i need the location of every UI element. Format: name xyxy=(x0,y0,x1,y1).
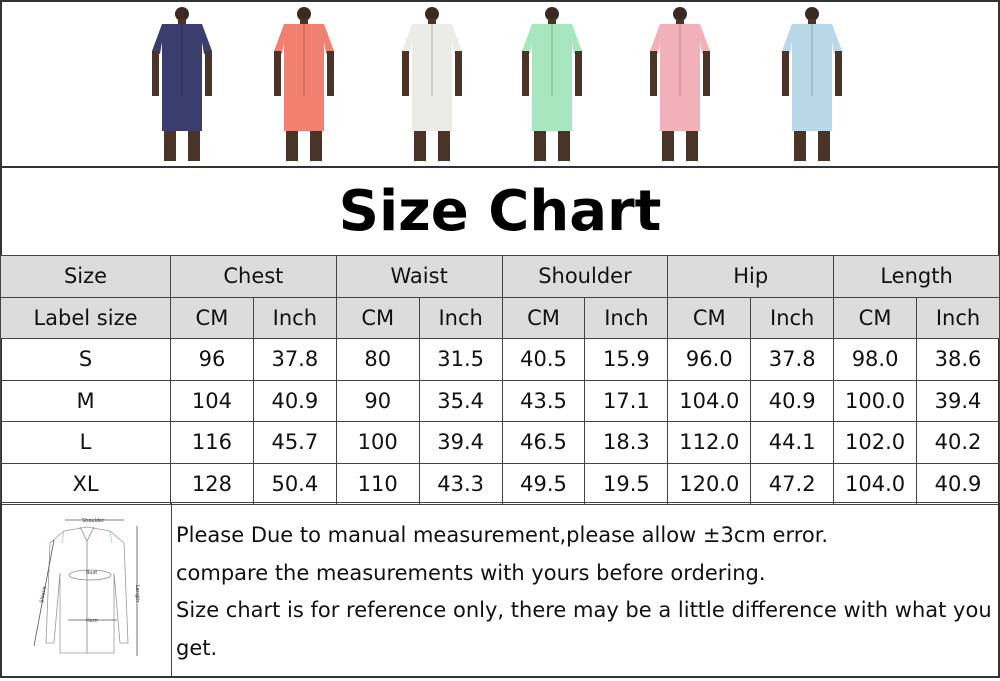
value-cell: 120.0 xyxy=(667,462,752,505)
value-cell: 96.0 xyxy=(667,338,752,381)
value-cell: 98.0 xyxy=(833,338,918,381)
label-size-header: Label size xyxy=(0,296,171,339)
value-cell: 80 xyxy=(335,338,420,381)
size-cell: XL xyxy=(0,462,171,505)
cm-header: CM xyxy=(335,296,420,339)
page-title: Size Chart xyxy=(338,179,662,244)
value-cell: 15.9 xyxy=(584,338,669,381)
length-label: Length xyxy=(134,585,140,602)
value-cell: 46.5 xyxy=(501,421,586,464)
sleeve-label: Sleeve xyxy=(39,586,48,604)
size-header: Size xyxy=(0,255,171,298)
shoulder-header: Shoulder xyxy=(501,255,669,298)
header-row: Size Chest Waist Shoulder Hip Length xyxy=(0,255,1000,298)
inch-header: Inch xyxy=(252,296,337,339)
value-cell: 35.4 xyxy=(418,379,503,422)
value-cell: 50.4 xyxy=(252,462,337,505)
size-cell: S xyxy=(0,338,171,381)
value-cell: 45.7 xyxy=(252,421,337,464)
notes-section: Shoulder Bust Hem Sleeve Length Please D… xyxy=(0,502,1000,678)
model-photo xyxy=(264,6,344,166)
value-cell: 44.1 xyxy=(750,421,835,464)
value-cell: 90 xyxy=(335,379,420,422)
value-cell: 100 xyxy=(335,421,420,464)
value-cell: 96 xyxy=(170,338,254,381)
value-cell: 128 xyxy=(170,462,254,505)
table-row: M 104 40.9 90 35.4 43.5 17.1 104.0 40.9 100.0 39.4 xyxy=(0,379,1000,422)
value-cell: 40.5 xyxy=(501,338,586,381)
model-photo xyxy=(142,6,222,166)
model-photos xyxy=(2,2,998,168)
value-cell: 18.3 xyxy=(584,421,669,464)
value-cell: 37.8 xyxy=(750,338,835,381)
size-cell: M xyxy=(0,379,171,422)
value-cell: 40.9 xyxy=(252,379,337,422)
value-cell: 110 xyxy=(335,462,420,505)
value-cell: 31.5 xyxy=(418,338,503,381)
hip-header: Hip xyxy=(667,255,835,298)
value-cell: 112.0 xyxy=(667,421,752,464)
cm-header: CM xyxy=(501,296,586,339)
table-row: S 96 37.8 80 31.5 40.5 15.9 96.0 37.8 98.0 38.6 xyxy=(0,338,1000,381)
size-table: Size Chest Waist Shoulder Hip Length Lab… xyxy=(0,255,1000,505)
inch-header: Inch xyxy=(750,296,835,339)
inch-header: Inch xyxy=(584,296,669,339)
value-cell: 49.5 xyxy=(501,462,586,505)
value-cell: 104.0 xyxy=(833,462,918,505)
value-cell: 100.0 xyxy=(833,379,918,422)
bust-label: Bust xyxy=(86,570,97,576)
value-cell: 40.2 xyxy=(916,421,1000,464)
model-photo xyxy=(640,6,720,166)
model-photo xyxy=(772,6,852,166)
note-line: Please Due to manual measurement,please … xyxy=(176,523,829,547)
notes-text: Please Due to manual measurement,please … xyxy=(176,517,996,667)
cm-header: CM xyxy=(170,296,254,339)
table-row: L 116 45.7 100 39.4 46.5 18.3 112.0 44.1 102.0 40.… xyxy=(0,421,1000,464)
value-cell: 40.9 xyxy=(916,462,1000,505)
table-row: XL 128 50.4 110 43.3 49.5 19.5 120.0 47.2 104.0 40… xyxy=(0,462,1000,505)
value-cell: 47.2 xyxy=(750,462,835,505)
value-cell: 116 xyxy=(170,421,254,464)
inch-header: Inch xyxy=(916,296,1000,339)
value-cell: 19.5 xyxy=(584,462,669,505)
value-cell: 43.3 xyxy=(418,462,503,505)
value-cell: 39.4 xyxy=(916,379,1000,422)
waist-header: Waist xyxy=(335,255,503,298)
value-cell: 38.6 xyxy=(916,338,1000,381)
value-cell: 102.0 xyxy=(833,421,918,464)
shirt-measurement-diagram: Shoulder Bust Hem Sleeve Length xyxy=(2,503,172,677)
cm-header: CM xyxy=(833,296,918,339)
value-cell: 40.9 xyxy=(750,379,835,422)
note-line: Size chart is for reference only, there … xyxy=(176,598,992,622)
value-cell: 43.5 xyxy=(501,379,586,422)
chest-header: Chest xyxy=(170,255,337,298)
shoulder-label: Shoulder xyxy=(82,518,105,524)
value-cell: 104.0 xyxy=(667,379,752,422)
length-header: Length xyxy=(833,255,1000,298)
value-cell: 17.1 xyxy=(584,379,669,422)
value-cell: 104 xyxy=(170,379,254,422)
note-line: get. xyxy=(176,635,218,660)
value-cell: 37.8 xyxy=(252,338,337,381)
cm-header: CM xyxy=(667,296,752,339)
size-cell: L xyxy=(0,421,171,464)
model-photo xyxy=(392,6,472,166)
note-line: compare the measurements with yours befo… xyxy=(176,560,766,585)
hem-label: Hem xyxy=(86,618,98,624)
inch-header: Inch xyxy=(418,296,503,339)
unit-header-row: Label size CM Inch CM Inch CM Inch CM Inch CM Inc… xyxy=(0,296,1000,339)
value-cell: 39.4 xyxy=(418,421,503,464)
model-photo xyxy=(512,6,592,166)
